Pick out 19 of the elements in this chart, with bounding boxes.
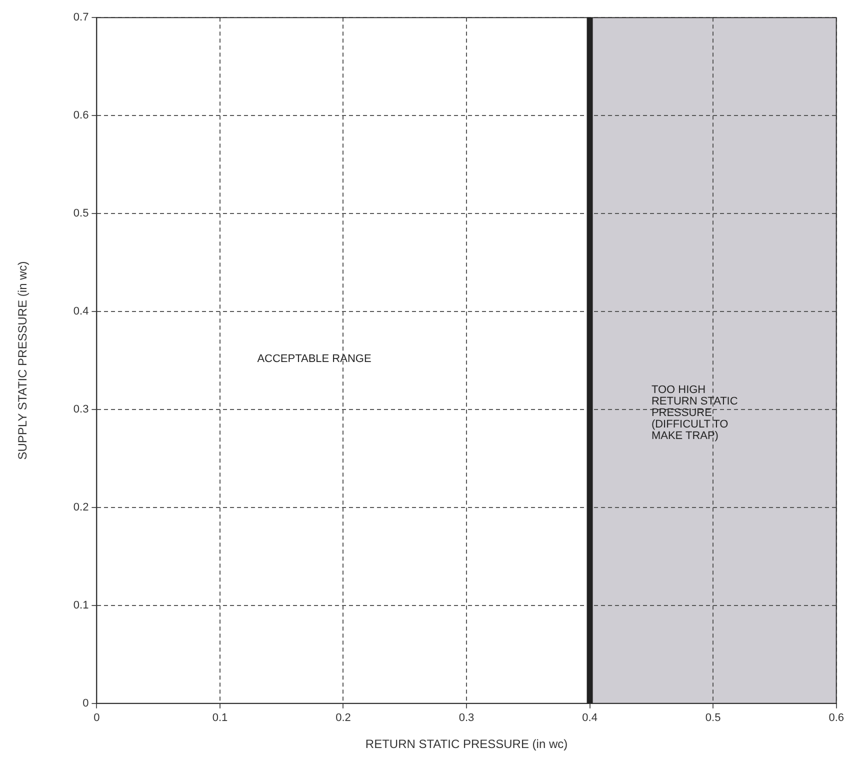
y-tick-label: 0.1 xyxy=(73,599,89,612)
band-label: TOO HIGH RETURN STATIC PRESSURE (DIFFICULT TO MAKE TRAP) xyxy=(651,384,738,442)
x-tick-label: 0.2 xyxy=(336,712,351,724)
y-tick-label: 0.5 xyxy=(73,208,89,220)
x-axis-title: RETURN STATIC PRESSURE (in wc) xyxy=(365,737,568,752)
y-tick-label: 0.2 xyxy=(73,501,89,514)
y-tick-label: 0 xyxy=(82,697,89,710)
annotation: ACCEPTABLE RANGE xyxy=(257,353,372,366)
y-tick-label: 0.7 xyxy=(73,12,89,24)
x-tick-label: 0.6 xyxy=(828,712,844,724)
y-tick-label: 0.3 xyxy=(73,404,89,416)
y-axis-title: SUPPLY STATIC PRESSURE (in wc) xyxy=(16,261,30,460)
x-tick-label: 0 xyxy=(94,712,100,724)
x-tick-label: 0.4 xyxy=(582,712,598,724)
y-tick-label: 0.4 xyxy=(73,306,89,318)
y-tick-label: 0.6 xyxy=(73,110,89,122)
x-tick-label: 0.3 xyxy=(458,712,474,724)
x-tick-label: 0.1 xyxy=(212,712,228,724)
x-tick-label: 0.5 xyxy=(705,712,721,724)
